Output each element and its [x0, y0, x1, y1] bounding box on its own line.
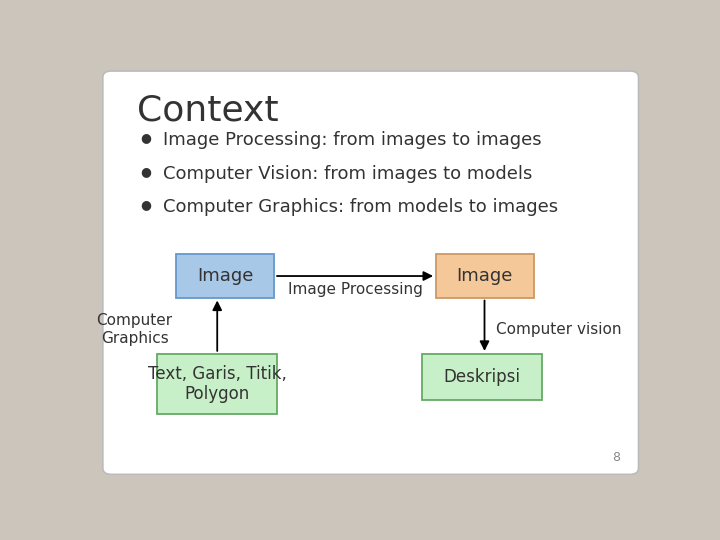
FancyBboxPatch shape [176, 254, 274, 298]
Text: Context: Context [138, 94, 279, 128]
Text: Computer vision: Computer vision [496, 322, 621, 337]
Text: Computer Graphics: from models to images: Computer Graphics: from models to images [163, 198, 558, 216]
FancyBboxPatch shape [422, 354, 542, 400]
Text: ●: ● [140, 165, 151, 178]
Text: Text, Garis, Titik,
Polygon: Text, Garis, Titik, Polygon [148, 364, 287, 403]
Text: ●: ● [140, 198, 151, 211]
Text: Image Processing: Image Processing [287, 282, 423, 297]
Text: Computer Vision: from images to models: Computer Vision: from images to models [163, 165, 532, 183]
FancyBboxPatch shape [157, 354, 277, 414]
Text: Image: Image [197, 267, 253, 285]
Text: Deskripsi: Deskripsi [444, 368, 521, 386]
FancyBboxPatch shape [436, 254, 534, 298]
Text: 8: 8 [612, 451, 620, 464]
Text: Image: Image [456, 267, 513, 285]
Text: ●: ● [140, 131, 151, 144]
Text: Computer
Graphics: Computer Graphics [96, 313, 173, 346]
FancyBboxPatch shape [103, 71, 639, 474]
Text: Image Processing: from images to images: Image Processing: from images to images [163, 131, 541, 150]
